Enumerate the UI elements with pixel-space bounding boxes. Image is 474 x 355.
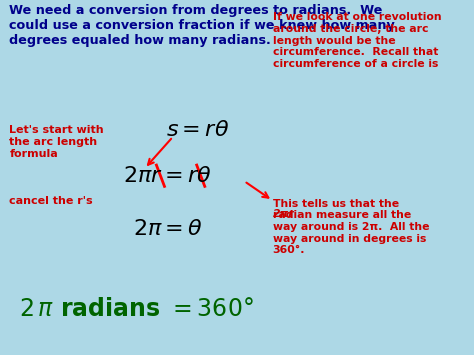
Text: $2\pi r = r\theta$: $2\pi r = r\theta$ [123,166,211,186]
Text: This tells us that the
radian measure all the
way around is 2π.  All the
way aro: This tells us that the radian measure al… [273,199,429,255]
Text: If we look at one revolution
around the circle, the arc
length would be the
circ: If we look at one revolution around the … [273,12,441,69]
Text: cancel the r's: cancel the r's [9,196,93,206]
Text: $2\,\pi$ radians $= 360°$: $2\,\pi$ radians $= 360°$ [19,297,254,321]
Text: $2\pi = \theta$: $2\pi = \theta$ [133,219,203,239]
Text: 2πr: 2πr [273,209,294,219]
Text: Let's start with
the arc length
formula: Let's start with the arc length formula [9,125,104,159]
Text: We need a conversion from degrees to radians.  We
could use a conversion fractio: We need a conversion from degrees to rad… [9,4,395,47]
Text: $s = r\theta$: $s = r\theta$ [166,120,229,140]
